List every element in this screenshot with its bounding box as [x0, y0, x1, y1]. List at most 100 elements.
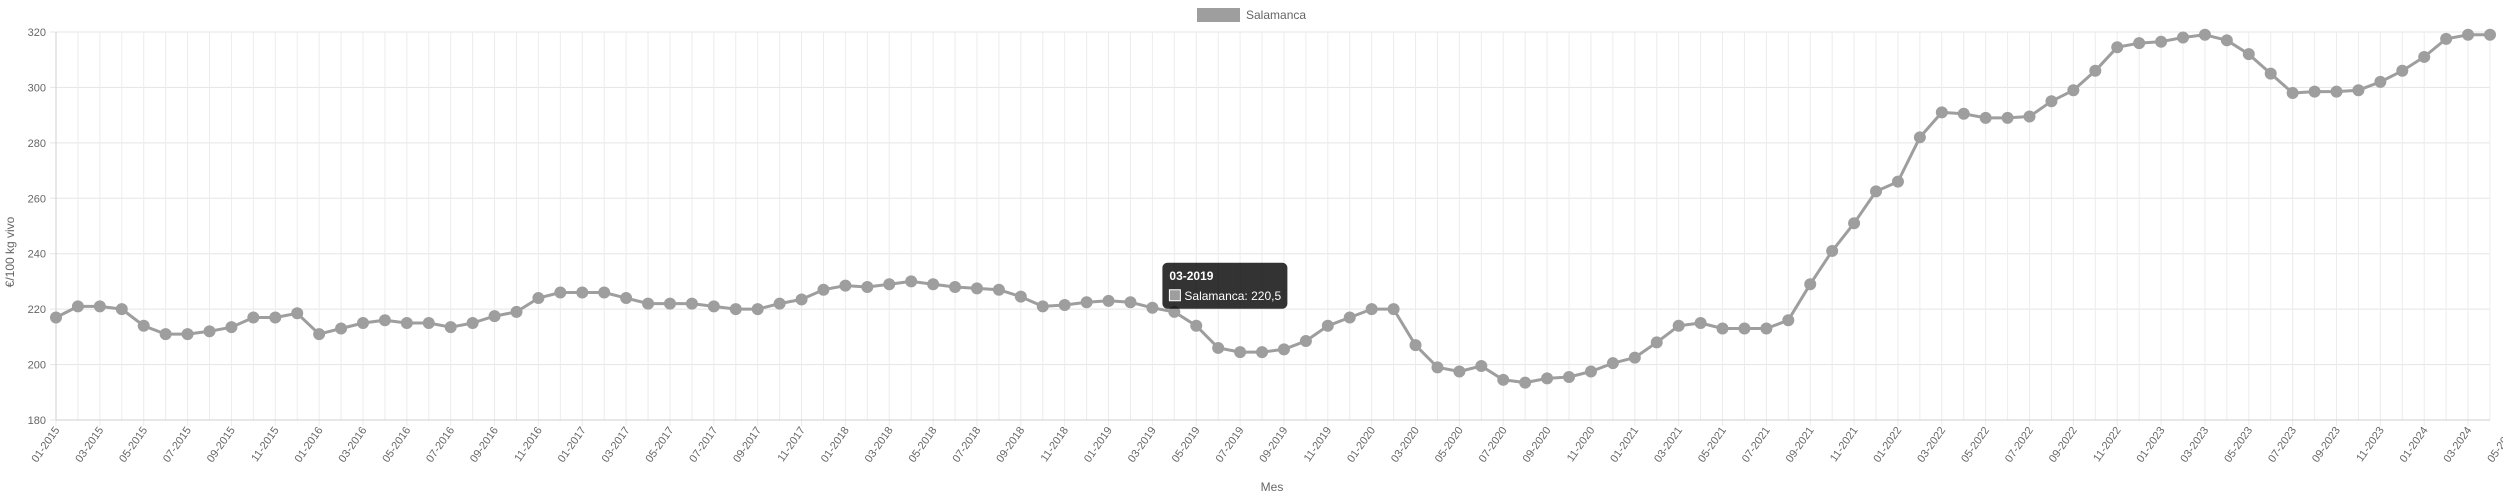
data-point[interactable]	[378, 314, 391, 327]
data-point[interactable]	[1694, 317, 1707, 329]
data-point[interactable]	[1036, 300, 1049, 313]
data-point[interactable]	[1146, 301, 1159, 314]
data-point[interactable]	[2198, 28, 2211, 41]
data-point[interactable]	[883, 278, 896, 291]
data-point[interactable]	[1541, 372, 1554, 385]
data-point[interactable]	[795, 293, 808, 306]
data-point[interactable]	[1738, 322, 1751, 335]
data-point[interactable]	[1716, 322, 1729, 335]
data-point[interactable]	[2374, 75, 2387, 88]
data-point[interactable]	[1475, 359, 1488, 372]
data-point[interactable]	[1672, 319, 1685, 332]
data-point[interactable]	[1628, 351, 1641, 364]
data-point[interactable]	[313, 328, 326, 341]
data-point[interactable]	[1563, 371, 1576, 384]
data-point[interactable]	[1453, 365, 1466, 378]
data-point[interactable]	[2462, 28, 2475, 41]
data-point[interactable]	[2155, 35, 2168, 48]
data-point[interactable]	[2177, 31, 2190, 44]
data-point[interactable]	[1365, 303, 1378, 316]
data-point[interactable]	[2484, 28, 2496, 41]
data-point[interactable]	[1080, 296, 1093, 309]
legend-label[interactable]: Salamanca	[1246, 8, 1306, 22]
data-point[interactable]	[1891, 175, 1904, 188]
data-point[interactable]	[1848, 217, 1861, 230]
data-point[interactable]	[225, 321, 238, 334]
data-point[interactable]	[1234, 346, 1247, 359]
data-point[interactable]	[1014, 290, 1027, 303]
data-point[interactable]	[115, 303, 128, 316]
data-point[interactable]	[1979, 111, 1992, 124]
data-point[interactable]	[1277, 343, 1290, 356]
data-point[interactable]	[1124, 296, 1137, 309]
data-point[interactable]	[2067, 84, 2080, 97]
data-point[interactable]	[269, 311, 282, 324]
data-point[interactable]	[1190, 319, 1203, 332]
data-point[interactable]	[1387, 303, 1400, 316]
data-point[interactable]	[729, 303, 742, 316]
data-point[interactable]	[71, 300, 84, 313]
data-point[interactable]	[335, 322, 348, 335]
data-point[interactable]	[861, 280, 874, 293]
data-point[interactable]	[2220, 34, 2233, 47]
data-point[interactable]	[2330, 85, 2343, 98]
data-point[interactable]	[576, 286, 589, 299]
data-point[interactable]	[1782, 314, 1795, 327]
data-point[interactable]	[466, 317, 479, 329]
data-point[interactable]	[1870, 185, 1883, 198]
data-point[interactable]	[1606, 357, 1619, 370]
data-point[interactable]	[1299, 335, 1312, 348]
data-point[interactable]	[2111, 41, 2124, 54]
data-point[interactable]	[510, 305, 523, 318]
data-point[interactable]	[2440, 32, 2453, 45]
data-point[interactable]	[1058, 298, 1071, 311]
data-point[interactable]	[93, 300, 106, 313]
data-point[interactable]	[159, 328, 172, 341]
data-point[interactable]	[2264, 67, 2277, 80]
data-point[interactable]	[1431, 361, 1444, 374]
data-point[interactable]	[707, 300, 720, 313]
data-point[interactable]	[598, 286, 611, 299]
data-point[interactable]	[992, 283, 1005, 296]
data-point[interactable]	[1343, 311, 1356, 324]
data-point[interactable]	[905, 275, 918, 288]
data-point[interactable]	[663, 297, 676, 310]
data-point[interactable]	[2286, 86, 2299, 99]
data-point[interactable]	[751, 303, 764, 316]
data-point[interactable]	[1212, 341, 1225, 354]
data-point[interactable]	[685, 297, 698, 310]
data-point[interactable]	[291, 307, 304, 320]
data-point[interactable]	[1519, 376, 1532, 389]
data-point[interactable]	[2418, 50, 2431, 63]
data-point[interactable]	[642, 297, 655, 310]
data-point[interactable]	[1409, 339, 1422, 352]
data-point[interactable]	[1804, 278, 1817, 291]
data-point[interactable]	[1497, 373, 1510, 386]
data-point[interactable]	[2045, 95, 2058, 108]
data-point[interactable]	[247, 311, 260, 324]
data-point[interactable]	[839, 279, 852, 292]
data-point[interactable]	[444, 321, 457, 334]
data-point[interactable]	[1650, 336, 1663, 349]
data-point[interactable]	[2396, 64, 2409, 77]
data-point[interactable]	[2001, 111, 2014, 124]
data-point[interactable]	[50, 311, 62, 324]
data-point[interactable]	[554, 286, 567, 299]
legend-swatch[interactable]	[1197, 8, 1240, 22]
data-point[interactable]	[1584, 365, 1597, 378]
data-point[interactable]	[2133, 37, 2146, 50]
data-point[interactable]	[2242, 48, 2255, 61]
data-point[interactable]	[532, 292, 545, 305]
data-point[interactable]	[2023, 110, 2036, 123]
data-point[interactable]	[1256, 346, 1269, 359]
data-point[interactable]	[949, 280, 962, 293]
data-point[interactable]	[137, 319, 150, 332]
data-point[interactable]	[1957, 107, 1970, 120]
data-point[interactable]	[1935, 106, 1948, 119]
data-point[interactable]	[817, 283, 830, 296]
data-point[interactable]	[620, 292, 633, 305]
data-point[interactable]	[1913, 131, 1926, 144]
data-point[interactable]	[356, 317, 369, 329]
data-point[interactable]	[488, 310, 501, 323]
data-point[interactable]	[1321, 319, 1334, 332]
